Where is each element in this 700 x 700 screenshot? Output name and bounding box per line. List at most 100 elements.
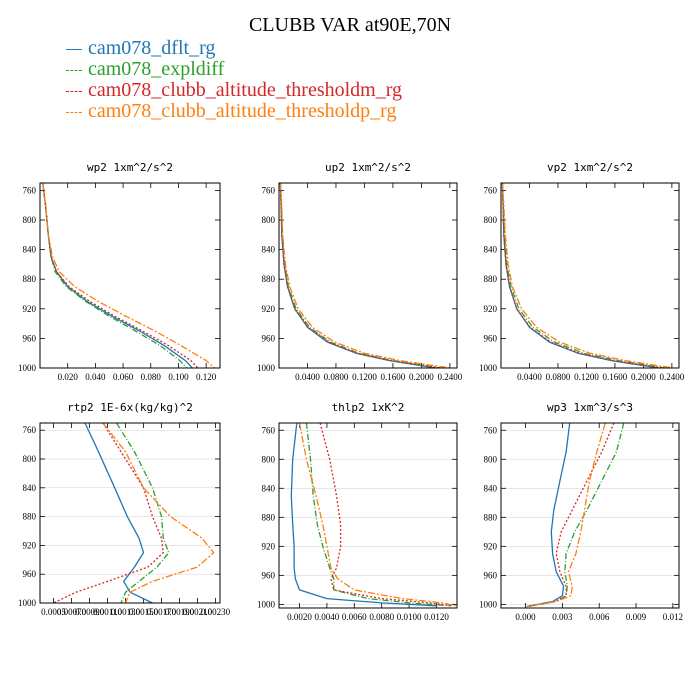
x-tick-label: 0.0020 [287,612,312,622]
chart-panel: wp3 1xm^3/s^3 760 800 840 880 920 960 1000 0.000… [479,401,683,622]
y-tick-label: 920 [23,304,37,314]
series-line-4 [279,183,450,368]
legend-entry: cam078_clubb_altitude_thresholdp_rg [66,101,402,122]
series-line-4 [526,423,606,608]
series-line-2 [42,183,188,368]
x-tick-label: 0.0400 [517,372,542,382]
y-tick-label: 760 [262,185,276,195]
series-line-4 [42,183,215,368]
chart-panel: wp2 1xm^2/s^2 760 800 840 880 920 960 1000 0.020… [18,161,221,382]
y-tick-label: 760 [484,185,498,195]
series-line-3 [42,183,199,368]
panel-title: wp3 1xm^3/s^3 [547,401,633,414]
y-tick-label: 880 [23,512,37,522]
series-line-1 [501,183,660,368]
y-tick-label: 1000 [18,598,37,608]
plot-frame [500,182,680,369]
y-tick-label: 800 [484,454,498,464]
x-tick-label: 0.00090 [75,607,105,617]
series-line-2 [501,183,665,368]
x-tick-label: 0.00130 [111,607,141,617]
x-tick-label: 0.00070 [57,607,87,617]
y-tick-label: 880 [262,512,276,522]
chart-panel: up2 1xm^2/s^2 760 800 840 880 920 960 1000 0.040… [257,161,463,382]
y-tick-label: 760 [484,425,498,435]
y-tick-label: 800 [262,454,276,464]
x-tick-label: 0.2000 [631,372,656,382]
y-tick-label: 760 [23,425,37,435]
x-tick-label: 0.003 [552,612,573,622]
legend: cam078_dflt_rg cam078_expldiff cam078_cl… [66,38,402,122]
y-tick-label: 840 [262,245,276,255]
x-tick-label: 0.012 [663,612,683,622]
x-tick-label: 0.1600 [381,372,406,382]
series-line-3 [526,423,615,608]
plot-frame [39,182,221,369]
y-tick-label: 880 [484,274,498,284]
y-tick-label: 920 [484,304,498,314]
legend-entry: cam078_expldiff [66,59,402,80]
y-tick-label: 800 [484,215,498,225]
y-tick-label: 840 [484,483,498,493]
y-tick-label: 840 [23,245,37,255]
x-tick-label: 0.040 [85,372,106,382]
legend-label: cam078_expldiff [88,58,225,80]
y-tick-label: 840 [262,483,276,493]
x-tick-label: 0.0400 [295,372,320,382]
series-line-3 [319,423,453,607]
x-tick-label: 0.0800 [546,372,571,382]
x-tick-label: 0.00150 [129,607,159,617]
y-tick-label: 1000 [257,599,276,609]
x-tick-label: 0.00110 [93,607,122,617]
x-tick-label: 0.0800 [324,372,349,382]
x-tick-label: 0.1600 [603,372,628,382]
series-line-1 [42,183,193,368]
y-tick-label: 960 [484,570,498,580]
y-tick-label: 880 [484,512,498,522]
y-tick-label: 1000 [257,363,276,373]
x-tick-label: 0.100 [168,372,189,382]
chart-panel: rtp2 1E-6x(kg/kg)^2 760 800 840 880 920 960 100… [18,401,231,617]
series-line-2 [279,183,440,368]
x-tick-label: 0.009 [626,612,647,622]
y-tick-label: 880 [262,274,276,284]
y-tick-label: 800 [23,454,37,464]
y-tick-label: 920 [484,541,498,551]
x-tick-label: 0.060 [113,372,134,382]
y-tick-label: 800 [262,215,276,225]
legend-label: cam078_dflt_rg [88,37,216,59]
legend-line-swatch [66,90,82,92]
x-tick-label: 0.080 [141,372,162,382]
y-tick-label: 920 [262,304,276,314]
legend-entry: cam078_dflt_rg [66,38,402,59]
y-tick-label: 960 [262,333,276,343]
x-tick-label: 0.020 [58,372,79,382]
legend-line-swatch [66,69,82,71]
x-tick-label: 0.00230 [201,607,231,617]
series-line-4 [298,423,456,607]
x-tick-label: 0.00170 [147,607,177,617]
x-tick-label: 0.2000 [409,372,434,382]
series-line-2 [526,423,625,608]
series-line-4 [501,183,674,368]
plot-frame [500,422,680,609]
y-tick-label: 920 [23,540,37,550]
x-tick-label: 0.00190 [165,607,195,617]
series-line-2 [115,423,170,603]
y-tick-label: 880 [23,274,37,284]
y-tick-label: 1000 [18,363,37,373]
x-tick-label: 0.000 [515,612,536,622]
legend-label: cam078_clubb_altitude_thresholdm_rg [88,79,403,101]
panel-title: rtp2 1E-6x(kg/kg)^2 [67,401,193,414]
legend-label: cam078_clubb_altitude_thresholdp_rg [88,100,397,122]
chart-panel: vp2 1xm^2/s^2 760 800 840 880 920 960 1000 0.040… [479,161,685,382]
legend-entry: cam078_clubb_altitude_thresholdm_rg [66,80,402,101]
series-line-3 [501,183,662,368]
y-tick-label: 840 [23,483,37,493]
series-line-1 [290,423,437,607]
x-tick-label: 0.00210 [183,607,213,617]
legend-line-swatch [66,48,82,50]
panel-title: wp2 1xm^2/s^2 [87,161,173,174]
